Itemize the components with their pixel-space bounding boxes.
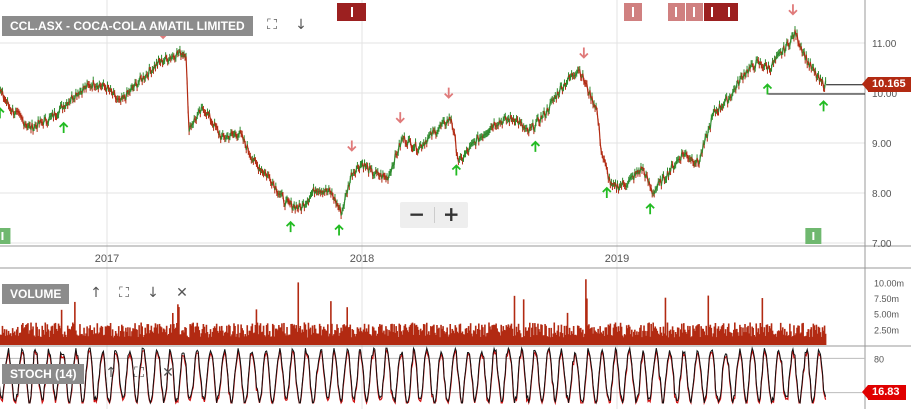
- zoom-control: − +: [400, 202, 468, 228]
- y-tick-label: 11.00: [872, 39, 897, 50]
- zoom-out-button[interactable]: −: [408, 202, 426, 226]
- volume-tick-label: 10.00m: [874, 278, 904, 288]
- x-tick-label: 2019: [605, 253, 629, 265]
- x-tick-label: 2018: [350, 253, 374, 265]
- arrow-down-icon[interactable]: ↓: [147, 285, 159, 301]
- buy-arrow-icon: [59, 121, 69, 133]
- buy-arrow-icon: [818, 100, 829, 112]
- price-segment: [186, 80, 189, 110]
- price-panel-title: CCL.ASX - COCA-COLA AMATIL LIMITED: [2, 16, 253, 36]
- volume-panel-title: VOLUME: [2, 284, 70, 304]
- arrow-up-icon[interactable]: ↑: [105, 365, 117, 381]
- expand-icon[interactable]: ⛶: [119, 285, 129, 301]
- stoch-k-line: [0, 346, 827, 405]
- y-tick-label: 9.00: [872, 139, 892, 150]
- zoom-in-button[interactable]: +: [442, 202, 460, 226]
- buy-arrow-icon: [645, 202, 655, 215]
- x-tick-label: 2017: [95, 253, 119, 265]
- y-tick-label: 8.00: [872, 189, 892, 200]
- price-segment: [187, 109, 190, 132]
- buy-arrow-icon: [451, 164, 461, 176]
- zoom-divider: [433, 207, 435, 223]
- event-marker: [693, 7, 695, 17]
- event-marker: [728, 7, 730, 17]
- volume-tick-label: 2.50m: [874, 325, 899, 335]
- expand-icon[interactable]: ⛶: [134, 365, 144, 381]
- buy-arrow-icon: [285, 220, 296, 233]
- sell-arrow-icon: [788, 4, 798, 16]
- volume-tick-label: 7.50m: [874, 294, 899, 304]
- buy-arrow-icon: [0, 107, 5, 119]
- sell-arrow-icon: [444, 87, 454, 99]
- close-icon[interactable]: ✕: [176, 285, 188, 301]
- buy-arrow-icon: [334, 224, 344, 236]
- close-icon[interactable]: ✕: [162, 365, 174, 381]
- y-tick-label: 7.00: [872, 239, 892, 250]
- event-marker: [805, 228, 822, 244]
- y-tick-label: 10.00: [872, 89, 897, 100]
- event-marker: [711, 7, 713, 17]
- sell-arrow-icon: [579, 47, 589, 59]
- expand-icon[interactable]: ⛶: [267, 17, 277, 33]
- volume-tick-label: 5.00m: [874, 310, 899, 320]
- stoch-panel-title: STOCH (14): [2, 364, 85, 384]
- arrow-up-icon[interactable]: ↑: [90, 285, 102, 301]
- buy-arrow-icon: [602, 186, 612, 198]
- price-segment: [185, 56, 188, 81]
- sell-arrow-icon: [395, 112, 405, 124]
- stoch-tick-label: 80: [874, 354, 884, 364]
- buy-arrow-icon: [762, 83, 773, 95]
- buy-arrow-icon: [530, 140, 541, 152]
- event-marker: [351, 7, 353, 17]
- event-marker: [0, 228, 11, 244]
- arrow-down-icon[interactable]: ↓: [295, 17, 307, 33]
- event-marker: [675, 7, 677, 17]
- last-stoch-tag: 16.83: [862, 385, 906, 400]
- last-price-tag: 10.165: [862, 77, 911, 92]
- sell-arrow-icon: [347, 140, 357, 152]
- event-marker: [632, 7, 634, 17]
